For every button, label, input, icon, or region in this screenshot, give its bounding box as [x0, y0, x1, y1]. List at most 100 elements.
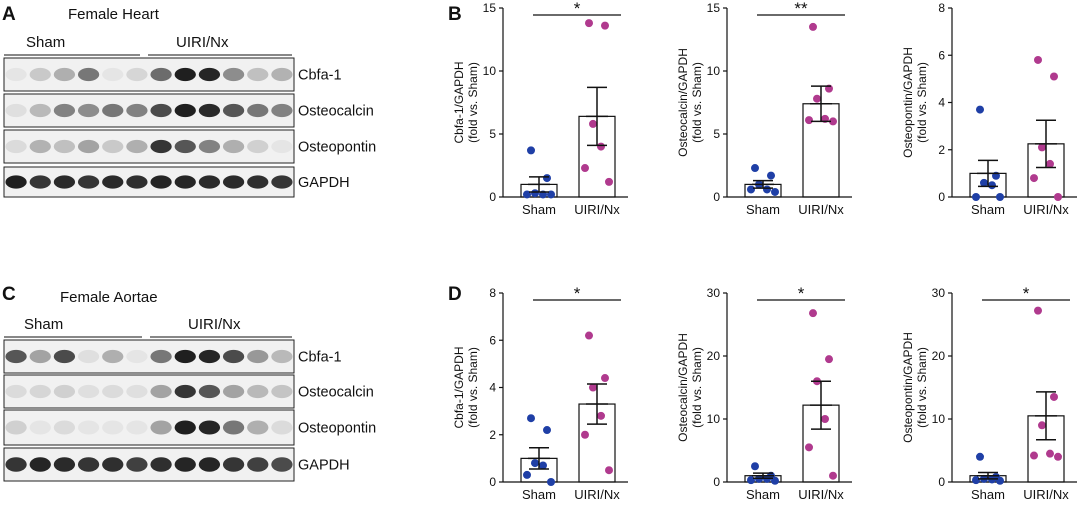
- data-point-uiri: [825, 355, 833, 364]
- blot-band: [174, 384, 196, 399]
- y-tick-label: 0: [713, 190, 720, 204]
- blot-band: [271, 67, 293, 82]
- blot-band: [222, 420, 245, 435]
- blot-band: [222, 175, 245, 189]
- y-axis-label: Osteopontin/GAPDH(fold vs. Sham): [901, 47, 929, 158]
- y-axis-label: Osteocalcin/GAPDH(fold vs. Sham): [676, 333, 704, 442]
- data-point-sham: [747, 185, 755, 194]
- data-point-uiri: [1030, 174, 1038, 183]
- data-point-sham: [763, 185, 771, 194]
- data-point-sham: [747, 476, 755, 485]
- blot-band: [222, 384, 245, 399]
- blot-band: [5, 384, 27, 399]
- y-tick-label: 20: [932, 349, 946, 363]
- band-label: Osteopontin: [298, 140, 376, 156]
- blot-band: [29, 384, 51, 399]
- blot-band: [102, 67, 124, 82]
- blot-band: [174, 139, 196, 154]
- blot-band: [271, 420, 293, 435]
- blot-band: [222, 349, 245, 364]
- blot-band: [77, 67, 100, 82]
- blot-band: [53, 103, 76, 118]
- blot-band: [29, 67, 51, 82]
- panel-c-group-uiri: UIRI/Nx: [188, 316, 241, 333]
- x-category-label: Sham: [522, 202, 556, 217]
- blot-row-osteopontin: Osteopontin: [3, 129, 376, 164]
- x-category-label: UIRI/Nx: [798, 202, 844, 217]
- blot-band: [29, 175, 51, 189]
- y-tick-label: 0: [938, 475, 945, 489]
- data-point-uiri: [1054, 452, 1062, 461]
- x-category-label: Sham: [522, 487, 556, 502]
- data-point-uiri: [605, 466, 613, 475]
- blot-band: [5, 139, 27, 154]
- blot-band: [126, 384, 148, 399]
- blot-band: [29, 420, 51, 435]
- significance-marker: *: [798, 284, 805, 303]
- data-point-sham: [527, 414, 535, 423]
- chart-d-cbfa1: 0 2 4 6 8 Cbfa-1/GAPDH(fold vs. Sham) Sham UIRI…: [452, 284, 628, 502]
- blot-frame: [3, 129, 295, 164]
- y-tick-label: 2: [938, 143, 945, 157]
- blot-band: [126, 139, 148, 154]
- significance-marker: *: [574, 0, 581, 18]
- blot-band: [271, 103, 293, 118]
- data-point-sham: [988, 181, 996, 190]
- blot-band: [198, 175, 221, 189]
- blot-band: [77, 349, 100, 364]
- data-point-sham: [972, 193, 980, 201]
- blot-band: [271, 384, 293, 399]
- data-point-sham: [543, 174, 551, 183]
- data-point-sham: [751, 462, 759, 471]
- blot-band: [271, 349, 293, 364]
- blot-band: [174, 175, 196, 189]
- data-point-sham: [531, 189, 539, 198]
- y-tick-label: 10: [932, 412, 946, 426]
- panel-a-group-sham: Sham: [26, 34, 65, 51]
- band-label: Osteocalcin: [298, 104, 374, 120]
- blot-band: [271, 175, 293, 189]
- data-point-uiri: [1038, 421, 1046, 430]
- blot-band: [247, 139, 269, 154]
- blot-band: [198, 457, 221, 472]
- chart-d-osteocalcin: 0 10 20 30 Osteocalcin/GAPDH(fold vs. Sham) S…: [676, 284, 852, 502]
- data-point-sham: [996, 476, 1004, 485]
- x-category-label: UIRI/Nx: [574, 487, 620, 502]
- data-point-sham: [527, 146, 535, 155]
- x-category-label: Sham: [746, 202, 780, 217]
- y-tick-label: 0: [489, 475, 496, 489]
- blot-band: [53, 349, 76, 364]
- blot-row-osteocalcin: Osteocalcin: [3, 93, 374, 128]
- blot-band: [53, 420, 76, 435]
- data-point-sham: [543, 426, 551, 435]
- significance-marker: *: [574, 284, 581, 303]
- y-tick-label: 15: [483, 1, 497, 15]
- blot-row-gapdh: GAPDH: [3, 447, 350, 482]
- blot-band: [150, 420, 172, 435]
- blot-frame: [3, 166, 295, 198]
- y-tick-label: 0: [713, 475, 720, 489]
- significance-marker: **: [794, 0, 808, 18]
- blot-band: [222, 103, 245, 118]
- panel-a-title: Female Heart: [68, 6, 160, 23]
- blot-band: [126, 420, 148, 435]
- data-point-uiri: [585, 331, 593, 340]
- blot-band: [222, 139, 245, 154]
- data-point-uiri: [585, 19, 593, 28]
- blot-band: [150, 103, 172, 118]
- blot-band: [198, 384, 221, 399]
- band-label: GAPDH: [298, 458, 350, 474]
- y-tick-label: 30: [707, 286, 721, 300]
- data-point-uiri: [809, 22, 817, 31]
- blot-band: [150, 175, 172, 189]
- data-point-uiri: [805, 443, 813, 452]
- y-tick-label: 6: [489, 333, 496, 347]
- blot-band: [150, 67, 172, 82]
- blot-band: [5, 67, 27, 82]
- blot-band: [126, 349, 148, 364]
- data-point-uiri: [821, 415, 829, 423]
- blot-band: [198, 67, 221, 82]
- y-tick-label: 2: [489, 428, 496, 442]
- data-point-sham: [751, 164, 759, 173]
